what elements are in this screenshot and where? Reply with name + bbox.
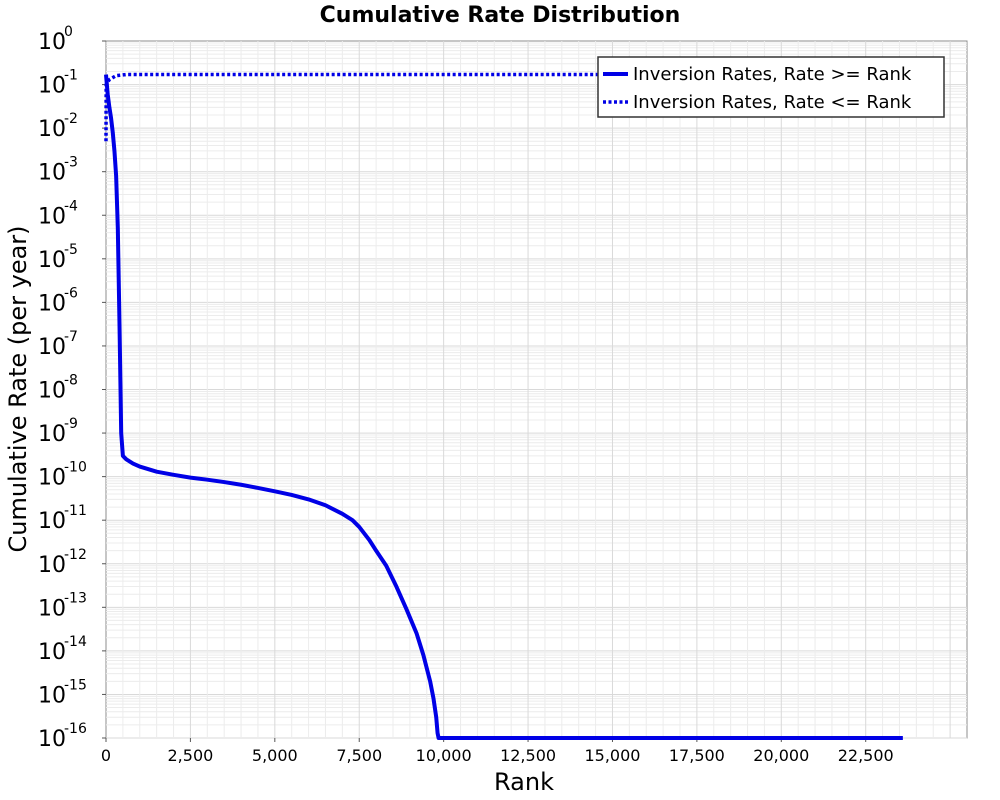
- y-tick-label: 10: [38, 596, 66, 621]
- y-tick-label: 10: [38, 553, 66, 578]
- grid: [106, 41, 967, 739]
- y-tick-label: 10: [38, 640, 66, 665]
- y-tick-label: 10: [38, 204, 66, 229]
- y-tick-label: 10: [38, 466, 66, 491]
- y-tick-exponent: -16: [64, 721, 87, 737]
- y-tick-exponent: -13: [64, 590, 87, 606]
- y-tick-exponent: -3: [64, 155, 78, 171]
- y-tick-exponent: -6: [64, 285, 78, 301]
- y-tick-exponent: -11: [64, 503, 87, 519]
- chart-title: Cumulative Rate Distribution: [320, 3, 681, 28]
- y-tick-label: 10: [38, 117, 66, 142]
- y-tick-exponent: -12: [64, 547, 87, 563]
- y-tick-exponent: -15: [64, 677, 87, 693]
- y-tick-exponent: -1: [64, 68, 78, 84]
- x-tick-label: 20,000: [753, 746, 809, 765]
- x-tick-label: 5,000: [252, 746, 298, 765]
- series-line-rate-le-rank: [104, 72, 903, 142]
- series-line-rate-ge-rank: [104, 74, 903, 740]
- x-axis-label: Rank: [494, 768, 554, 796]
- y-tick-label: 10: [38, 30, 66, 55]
- legend-box: [597, 56, 945, 118]
- x-tick-label: 22,500: [838, 746, 894, 765]
- y-tick-exponent: -2: [64, 111, 78, 127]
- x-tick-label: 12,500: [500, 746, 556, 765]
- y-tick-exponent: 0: [64, 24, 73, 40]
- y-axis-ticks: 10010-110-210-310-410-510-610-710-810-91…: [38, 24, 106, 752]
- y-tick-exponent: -8: [64, 373, 78, 389]
- x-tick-label: 17,500: [669, 746, 725, 765]
- y-tick-label: 10: [38, 683, 66, 708]
- y-tick-label: 10: [38, 248, 66, 273]
- y-tick-exponent: -10: [64, 460, 87, 476]
- y-tick-label: 10: [38, 291, 66, 316]
- x-tick-label: 10,000: [416, 746, 472, 765]
- legend-label: Inversion Rates, Rate >= Rank: [633, 64, 912, 85]
- y-tick-label: 10: [38, 335, 66, 360]
- y-tick-label: 10: [38, 379, 66, 404]
- y-axis-label: Cumulative Rate (per year): [4, 225, 32, 552]
- series-layer: [104, 72, 903, 740]
- y-tick-label: 10: [38, 727, 66, 752]
- y-tick-exponent: -9: [64, 416, 78, 432]
- y-tick-exponent: -4: [64, 198, 78, 214]
- y-tick-label: 10: [38, 74, 66, 99]
- x-tick-label: 2,500: [168, 746, 214, 765]
- legend: Inversion Rates, Rate >= Rank Inversion R…: [597, 56, 945, 118]
- y-tick-exponent: -7: [64, 329, 78, 345]
- y-tick-label: 10: [38, 509, 66, 534]
- y-tick-exponent: -14: [64, 634, 87, 650]
- x-tick-label: 15,000: [584, 746, 640, 765]
- legend-label: Inversion Rates, Rate <= Rank: [633, 92, 912, 113]
- x-tick-label: 7,500: [336, 746, 382, 765]
- y-tick-label: 10: [38, 161, 66, 186]
- y-tick-label: 10: [38, 422, 66, 447]
- x-tick-label: 0: [101, 746, 111, 765]
- x-axis-ticks: 0 2,500 5,000 7,500 10,000 12,500 15,000 17,500…: [101, 738, 894, 765]
- y-tick-exponent: -5: [64, 242, 78, 258]
